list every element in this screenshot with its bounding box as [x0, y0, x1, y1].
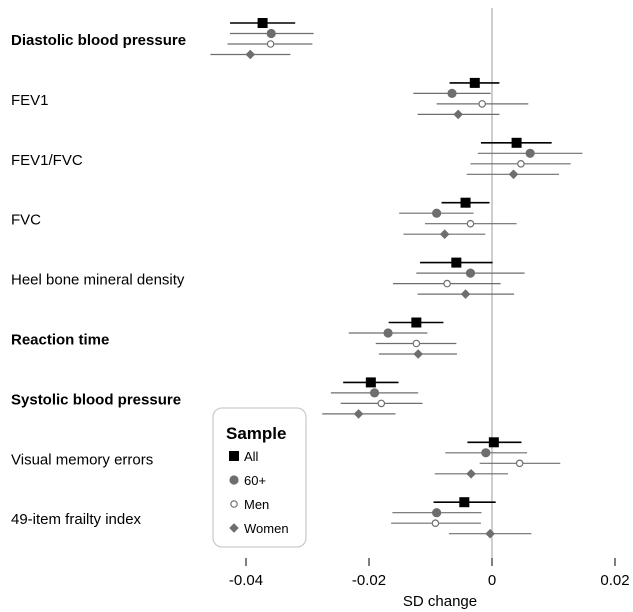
point-estimate-men — [443, 279, 451, 288]
point-estimate-men — [515, 459, 524, 468]
legend-marker-women — [229, 523, 239, 533]
point-estimate-men — [266, 40, 275, 48]
x-axis-label: SD change — [403, 593, 477, 610]
outcome-label: Heel bone mineral density — [11, 272, 185, 289]
point-estimate-all — [451, 257, 462, 268]
point-estimate-women — [453, 109, 463, 120]
x-axis: -0.04 -0.02 0 0.02 SD change — [229, 558, 630, 610]
point-estimate-men — [478, 100, 486, 108]
point-estimate-60plus — [432, 508, 442, 518]
point-estimate-60plus — [447, 88, 457, 98]
point-estimate-men — [517, 160, 525, 168]
point-estimate-men — [466, 219, 475, 228]
point-estimate-all — [488, 437, 499, 448]
point-estimate-women — [353, 409, 364, 419]
point-estimate-women — [485, 528, 495, 539]
outcome-label: FEV1 — [11, 92, 49, 109]
outcome-label: FVC — [11, 212, 41, 229]
point-estimate-women — [460, 289, 471, 299]
point-estimate-men — [431, 519, 440, 528]
legend-title: Sample — [226, 424, 286, 443]
legend-label: 60+ — [244, 473, 266, 488]
x-tick-label: -0.02 — [352, 572, 386, 589]
point-estimate-all — [459, 497, 470, 508]
point-estimate-60plus — [383, 328, 393, 338]
point-estimate-60plus — [481, 448, 491, 458]
point-estimate-women — [439, 229, 450, 239]
x-tick-label: 0.02 — [600, 572, 629, 589]
legend-label: Men — [244, 497, 269, 512]
outcome-label: Visual memory errors — [11, 451, 153, 468]
outcome-label: Reaction time — [11, 332, 109, 349]
point-estimate-all — [365, 377, 376, 388]
point-estimate-60plus — [432, 208, 442, 218]
point-estimate-all — [411, 317, 422, 328]
legend-label: All — [244, 449, 259, 464]
outcome-label: Diastolic blood pressure — [11, 32, 186, 49]
point-estimate-all — [469, 77, 480, 88]
point-estimate-women — [413, 349, 423, 359]
point-estimate-women — [508, 169, 519, 180]
point-estimate-women — [466, 469, 476, 479]
point-estimate-60plus — [266, 28, 276, 39]
x-tick-label: -0.04 — [229, 572, 263, 589]
outcome-label: 49-item frailty index — [11, 511, 142, 528]
legend-label: Women — [244, 521, 289, 536]
x-tick-label: 0 — [488, 572, 496, 589]
outcome-label: FEV1/FVC — [11, 152, 83, 169]
point-estimate-all — [511, 137, 522, 148]
legend-marker-all — [229, 451, 239, 461]
outcome-label: Systolic blood pressure — [11, 391, 181, 408]
point-estimate-men — [377, 399, 386, 408]
point-estimate-60plus — [465, 268, 476, 278]
outcome-labels: Diastolic blood pressure FEV1 FEV1/FVC FVC H… — [11, 32, 186, 528]
series-marks — [210, 18, 583, 539]
legend-marker-60plus — [229, 475, 239, 485]
legend-marker-men — [230, 500, 238, 508]
legend-box — [212, 407, 307, 548]
legend: Sample All 60+ Men Women — [212, 407, 307, 548]
point-estimate-all — [460, 197, 471, 208]
point-estimate-all — [257, 18, 268, 28]
point-estimate-women — [245, 49, 256, 60]
point-estimate-60plus — [525, 148, 535, 158]
point-estimate-men — [412, 339, 421, 348]
point-estimate-60plus — [369, 388, 380, 398]
